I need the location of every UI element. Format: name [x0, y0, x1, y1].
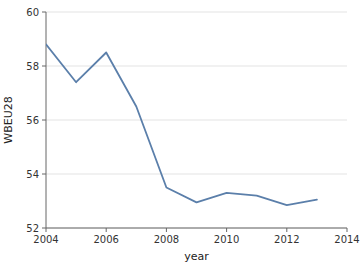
x-axis-line	[46, 228, 347, 229]
x-tick-label: 2008	[154, 234, 179, 245]
y-tick	[42, 120, 46, 121]
x-tick	[46, 228, 47, 232]
y-axis: 52 54 56 58 60	[26, 7, 46, 234]
x-tick	[226, 228, 227, 232]
grid-line	[46, 228, 347, 229]
x-axis: 2004 2006 2008 2010 2012 2014	[33, 228, 359, 245]
grid-line	[46, 12, 347, 13]
y-tick-label: 56	[26, 115, 39, 126]
grid-line	[46, 174, 347, 175]
grid	[46, 12, 347, 228]
x-tick-label: 2012	[274, 234, 299, 245]
y-tick-label: 58	[26, 61, 39, 72]
chart-svg: 2004 2006 2008 2010 2012 2014 52 54 56 58 60 year WB…	[0, 0, 363, 266]
x-axis-label: year	[184, 250, 209, 263]
x-tick	[166, 228, 167, 232]
y-tick-label: 52	[26, 223, 39, 234]
chart-container: 2004 2006 2008 2010 2012 2014 52 54 56 58 60 year WB…	[0, 0, 363, 266]
y-tick	[42, 12, 46, 13]
y-tick	[42, 66, 46, 67]
x-tick	[286, 228, 287, 232]
data-line	[46, 44, 317, 205]
y-tick-label: 60	[26, 7, 39, 18]
y-tick-label: 54	[26, 169, 39, 180]
x-tick-label: 2006	[93, 234, 118, 245]
x-tick-label: 2010	[214, 234, 239, 245]
x-tick	[106, 228, 107, 232]
x-tick-label: 2014	[334, 234, 359, 245]
grid-line	[46, 120, 347, 121]
y-axis-label: WBEU28	[2, 96, 15, 143]
plot-area	[46, 44, 317, 205]
y-tick	[42, 228, 46, 229]
x-tick	[347, 228, 348, 232]
x-tick-label: 2004	[33, 234, 58, 245]
y-tick	[42, 174, 46, 175]
